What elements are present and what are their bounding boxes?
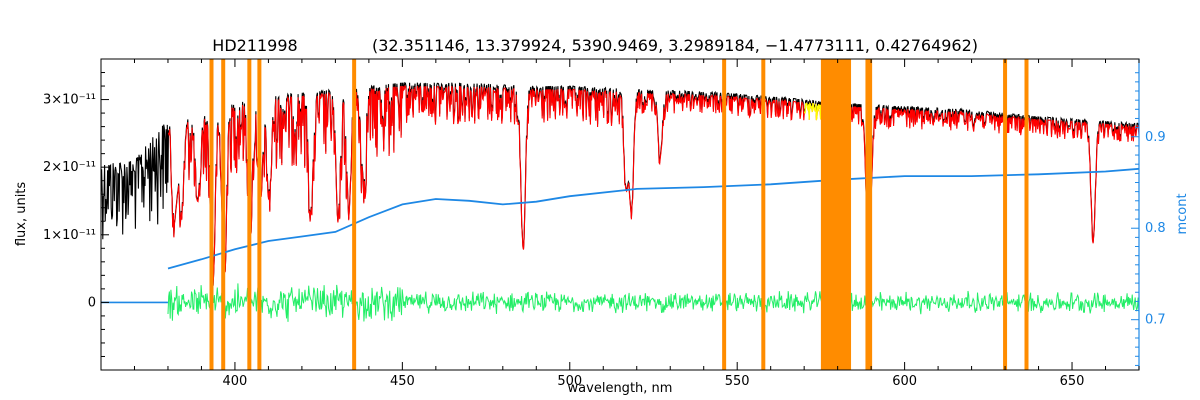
y2-axis-label: mcont (1175, 193, 1190, 234)
x-tick-label: 550 (725, 374, 750, 389)
y-tick-label: 3×10⁻¹¹ (43, 93, 96, 108)
model-spectrum-line (167, 85, 1140, 286)
mask-line (722, 59, 727, 370)
mask-line (221, 59, 226, 370)
y-axis-label: flux, units (14, 182, 29, 247)
y2-axis: 0.7 0.8 0.9 (1131, 72, 1166, 366)
y2-tick-label: 0.8 (1145, 221, 1166, 236)
mask-band (820, 59, 852, 370)
continuum-curve (167, 167, 1140, 270)
x-tick-label: 650 (1060, 374, 1085, 389)
mask-line (1024, 59, 1029, 370)
y2-tick-label: 0.9 (1145, 130, 1166, 145)
chart-subtitle: (32.351146, 13.379924, 5390.9469, 3.2989… (372, 36, 978, 55)
y2-tick-label: 0.7 (1145, 313, 1166, 328)
x-axis-label: wavelength, nm (568, 381, 673, 396)
plot-marks (100, 59, 1140, 370)
mask-line (868, 59, 873, 370)
mask-line (1003, 59, 1008, 370)
y-tick-label: 0 (88, 295, 96, 310)
x-tick-label: 500 (557, 374, 582, 389)
y-tick-label: 1×10⁻¹¹ (43, 228, 96, 243)
x-tick-label: 450 (390, 374, 415, 389)
mask-line (865, 59, 870, 370)
mask-line (257, 59, 262, 370)
mask-line (247, 59, 252, 370)
residuals-line (167, 283, 1140, 322)
y-axis: 0 1×10⁻¹¹ 2×10⁻¹¹ 3×10⁻¹¹ (43, 58, 109, 371)
y-tick-label: 2×10⁻¹¹ (43, 160, 96, 175)
chart-title: HD211998 (212, 36, 297, 55)
x-tick-label: 400 (223, 374, 248, 389)
x-tick-label: 600 (892, 374, 917, 389)
mask-line (209, 59, 214, 370)
mask-line (761, 59, 766, 370)
mask-line (352, 59, 357, 370)
x-axis: 400 450 500 550 600 650 (100, 59, 1140, 389)
